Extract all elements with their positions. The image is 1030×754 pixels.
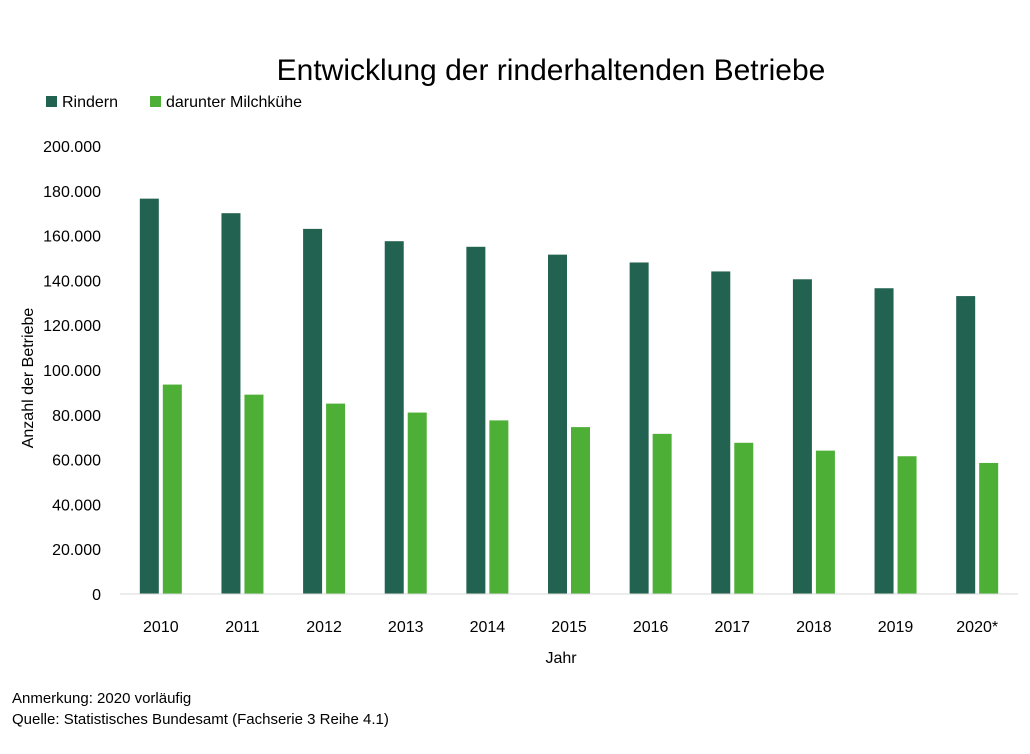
x-tick-label: 2019: [878, 619, 914, 636]
y-axis-title: Anzahl der Betriebe: [20, 308, 37, 449]
y-axis-ticks: 0 20.000 40.000 60.000 80.000 100.000 120.000 1…: [43, 139, 101, 604]
bar-rindern-2010: [139, 198, 159, 594]
bar-rindern-2018: [792, 279, 812, 594]
bar-rindern-2012: [303, 228, 323, 594]
legend-label-milchkuehe: darunter Milchkühe: [166, 94, 302, 111]
y-tick-label: 20.000: [52, 542, 101, 559]
y-tick-label: 100.000: [43, 363, 101, 380]
y-tick-label: 180.000: [43, 184, 101, 201]
x-tick-label: 2018: [796, 619, 832, 636]
bar-milchkuehe-2011: [244, 394, 264, 594]
bar-milchkuehe-2012: [326, 403, 346, 594]
bar-milchkuehe-2017: [734, 442, 754, 594]
bar-milchkuehe-2013: [407, 412, 427, 594]
bar-rindern-2015: [548, 254, 567, 594]
x-axis-ticks: 2010 2011 2012 2013 2014 2015 2016 2017 2018 2019…: [143, 619, 998, 636]
y-tick-label: 140.000: [43, 273, 101, 290]
y-tick-label: 160.000: [43, 229, 101, 246]
chart-title: Entwicklung der rinderhaltenden Betriebe: [277, 54, 826, 87]
bar-rindern-2013: [384, 241, 404, 594]
bar-milchkuehe-2020: [979, 462, 999, 594]
bar-rindern-2014: [466, 246, 486, 595]
bar-milchkuehe-2019: [897, 456, 917, 594]
bar-rindern-2020: [956, 296, 976, 594]
bar-rindern-2016: [629, 262, 649, 594]
remark-note: Anmerkung: 2020 vorläufig: [12, 690, 192, 707]
y-tick-label: 40.000: [52, 497, 101, 514]
bars: [139, 198, 999, 595]
bar-rindern-2011: [221, 213, 241, 594]
y-tick-label: 60.000: [52, 453, 101, 470]
bar-milchkuehe-2010: [162, 384, 182, 594]
legend-label-rindern: Rindern: [62, 94, 118, 111]
x-tick-label: 2011: [225, 619, 260, 636]
bar-rindern-2017: [711, 271, 731, 594]
x-tick-label: 2020*: [956, 619, 998, 636]
bar-milchkuehe-2015: [571, 427, 590, 594]
bar-milchkuehe-2016: [652, 433, 672, 594]
legend-swatch-rindern: [46, 96, 57, 107]
x-tick-label: 2012: [306, 619, 342, 636]
x-tick-label: 2013: [388, 619, 424, 636]
legend: Rindern darunter Milchkühe: [46, 94, 302, 111]
bar-rindern-2019: [874, 288, 894, 594]
x-tick-label: 2014: [470, 619, 506, 636]
legend-swatch-milchkuehe: [150, 96, 161, 107]
x-tick-label: 2015: [551, 619, 587, 636]
y-tick-label: 120.000: [43, 318, 101, 335]
x-tick-label: 2017: [714, 619, 750, 636]
y-tick-label: 200.000: [43, 139, 101, 156]
y-tick-label: 80.000: [52, 408, 101, 425]
x-axis-title: Jahr: [545, 650, 577, 667]
source-note: Quelle: Statistisches Bundesamt (Fachser…: [12, 711, 389, 728]
bar-milchkuehe-2014: [489, 420, 509, 594]
y-tick-label: 0: [92, 587, 101, 604]
x-tick-label: 2010: [143, 619, 179, 636]
bar-milchkuehe-2018: [815, 450, 835, 594]
x-tick-label: 2016: [633, 619, 669, 636]
